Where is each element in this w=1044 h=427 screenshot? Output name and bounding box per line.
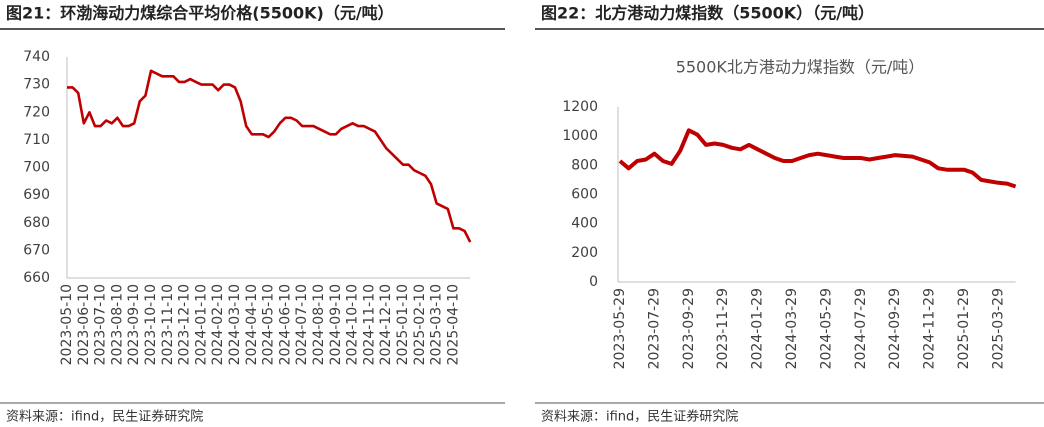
y-tick-label: 710 (23, 132, 50, 148)
x-tick-label: 2023-06-10 (76, 284, 92, 365)
x-tick-label: 2025-01-29 (956, 288, 972, 369)
x-tick-label: 2023-05-29 (612, 288, 628, 369)
x-tick-label: 2025-04-10 (445, 284, 461, 365)
x-tick-label: 2023-12-10 (177, 284, 193, 365)
x-tick-label: 2024-01-10 (193, 284, 209, 365)
y-tick-label: 730 (23, 77, 50, 93)
x-tick-label: 2025-02-10 (412, 284, 428, 365)
y-tick-label: 400 (571, 216, 598, 232)
x-tick-label: 2023-05-10 (59, 284, 75, 365)
y-tick-label: 700 (23, 160, 50, 176)
y-tick-label: 740 (23, 49, 50, 65)
x-tick-label: 2023-11-10 (160, 284, 176, 365)
x-tick-label: 2024-03-29 (784, 288, 800, 369)
y-tick-label: 720 (23, 104, 50, 120)
source-note: 资料来源：ifind，民生证券研究院 (541, 409, 738, 425)
y-tick-label: 1000 (562, 128, 598, 144)
x-tick-label: 2023-08-10 (109, 284, 125, 365)
line-series (67, 69, 472, 243)
x-tick-label: 2025-03-29 (990, 288, 1006, 369)
x-tick-label: 2024-12-10 (378, 284, 394, 365)
y-tick-label: 800 (571, 157, 598, 173)
x-tick-label: 2024-05-29 (818, 288, 834, 369)
x-tick-label: 2024-08-10 (311, 284, 327, 365)
x-tick-label: 2024-09-29 (887, 288, 903, 369)
x-tick-label: 2024-01-29 (750, 288, 766, 369)
x-tick-label: 2023-09-10 (126, 284, 142, 365)
y-tick-label: 600 (571, 187, 598, 203)
x-tick-label: 2024-05-10 (261, 284, 277, 365)
x-tick-label: 2023-11-29 (715, 288, 731, 369)
y-tick-label: 660 (23, 270, 50, 286)
x-tick-label: 2024-10-10 (345, 284, 361, 365)
x-tick-label: 2024-03-10 (227, 284, 243, 365)
x-tick-label: 2023-07-29 (646, 288, 662, 369)
x-tick-label: 2024-06-10 (277, 284, 293, 365)
y-tick-label: 680 (23, 215, 50, 231)
x-tick-label: 2024-07-29 (853, 288, 869, 369)
x-tick-label: 2024-09-10 (328, 284, 344, 365)
x-tick-label: 2023-09-29 (681, 288, 697, 369)
line-series (618, 128, 1017, 189)
x-tick-label: 2023-07-10 (93, 284, 109, 365)
x-tick-label: 2025-01-10 (395, 284, 411, 365)
source-note: 资料来源：ifind，民生证券研究院 (6, 409, 203, 425)
x-tick-label: 2023-10-10 (143, 284, 159, 365)
x-tick-label: 2024-07-10 (294, 284, 310, 365)
y-tick-label: 690 (23, 187, 50, 203)
x-tick-label: 2024-02-10 (210, 284, 226, 365)
x-tick-label: 2024-11-10 (361, 284, 377, 365)
y-tick-label: 1200 (562, 99, 598, 115)
chart-title: 5500K北方港动力煤指数（元/吨） (676, 58, 925, 77)
figure-caption: 图21：环渤海动力煤综合平均价格(5500K)（元/吨） (6, 4, 394, 23)
y-tick-label: 0 (589, 274, 598, 290)
x-tick-label: 2024-11-29 (922, 288, 938, 369)
figure-caption: 图22：北方港动力煤指数（5500K）（元/吨） (541, 4, 874, 23)
y-tick-label: 200 (571, 245, 598, 261)
y-tick-label: 670 (23, 242, 50, 258)
x-tick-label: 2025-03-10 (429, 284, 445, 365)
x-tick-label: 2024-04-10 (244, 284, 260, 365)
